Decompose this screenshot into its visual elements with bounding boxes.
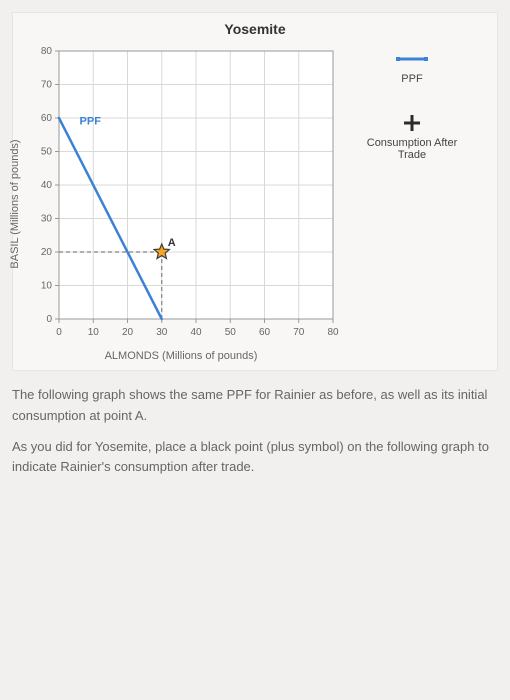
y-axis-label: BASIL (Millions of pounds) (9, 139, 21, 268)
svg-text:60: 60 (259, 327, 271, 338)
legend-label: PPF (401, 73, 422, 85)
svg-text:10: 10 (41, 281, 53, 292)
svg-text:50: 50 (225, 327, 237, 338)
svg-text:30: 30 (41, 214, 53, 225)
line-icon (396, 49, 428, 69)
paragraph-1: The following graph shows the same PPF f… (12, 385, 498, 427)
legend-item-0[interactable]: PPF (357, 49, 467, 85)
svg-text:60: 60 (41, 113, 53, 124)
svg-text:20: 20 (41, 247, 53, 258)
svg-text:70: 70 (293, 327, 305, 338)
svg-text:20: 20 (122, 327, 134, 338)
svg-text:80: 80 (327, 327, 339, 338)
svg-text:10: 10 (88, 327, 100, 338)
paragraph-2: As you did for Yosemite, place a black p… (12, 437, 498, 479)
svg-text:70: 70 (41, 80, 53, 91)
svg-text:PPF: PPF (80, 116, 102, 128)
plus-icon (396, 113, 428, 133)
svg-text:40: 40 (41, 180, 53, 191)
svg-text:0: 0 (46, 314, 52, 325)
svg-text:40: 40 (190, 327, 202, 338)
svg-text:A: A (168, 237, 176, 249)
chart-svg[interactable]: 0 10 20 30 40 50 60 70 80 0 10 20 30 40 50 60 70 80 PPF A (21, 45, 341, 345)
legend-item-1[interactable]: Consumption After Trade (357, 113, 467, 161)
svg-text:30: 30 (156, 327, 168, 338)
legend: PPF Consumption After Trade (357, 45, 467, 161)
x-axis-label: ALMONDS (Millions of pounds) (21, 350, 341, 362)
svg-text:80: 80 (41, 46, 53, 57)
chart-row: BASIL (Millions of pounds) 0102030405060… (21, 45, 489, 362)
chart-wrap: BASIL (Millions of pounds) 0102030405060… (21, 45, 341, 362)
chart-title: Yosemite (21, 21, 489, 37)
body-text: The following graph shows the same PPF f… (12, 385, 498, 478)
svg-text:50: 50 (41, 147, 53, 158)
svg-text:0: 0 (56, 327, 62, 338)
legend-label: Consumption After Trade (357, 137, 467, 161)
chart-panel: Yosemite BASIL (Millions of pounds) 0 10 2… (12, 12, 498, 371)
